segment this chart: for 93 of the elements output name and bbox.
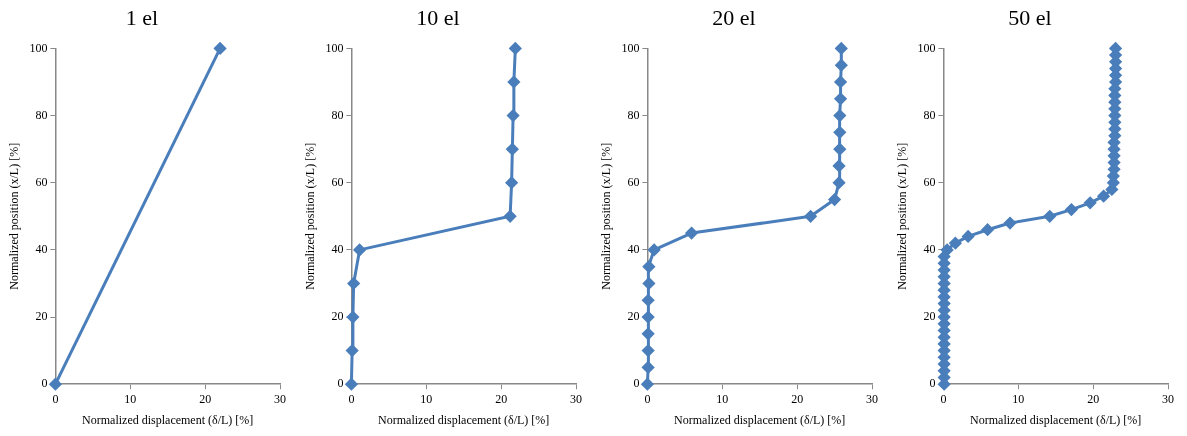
point [345,378,358,391]
x-tick-label: 10 [1012,391,1025,406]
y-tick-label: 60 [331,174,344,189]
y-tick-label: 80 [627,107,640,122]
y-tick-label: 80 [331,107,344,122]
point [834,75,847,88]
point [949,237,962,250]
point [981,223,994,236]
y-tick-label: 40 [331,242,344,257]
point [941,243,954,256]
chart-title: 50 el [1008,4,1052,30]
x-axis-title: Normalized displacement (δ/L) [%] [970,412,1142,427]
x-tick-label: 20 [791,391,804,406]
y-tick-label: 100 [621,40,640,55]
point [505,176,518,189]
x-tick-label: 10 [420,391,433,406]
y-tick-label: 40 [923,242,936,257]
y-tick-label: 60 [627,174,640,189]
point [642,260,655,273]
y-tick-label: 100 [325,40,344,55]
x-axis-title: Normalized displacement (δ/L) [%] [378,412,550,427]
point [1043,210,1056,223]
point [642,361,655,374]
point [642,277,655,290]
point [833,109,846,122]
point [833,159,846,172]
point [506,143,519,156]
x-tick-label: 20 [1087,391,1100,406]
point [346,344,359,357]
x-tick-label: 20 [495,391,508,406]
x-axis-title: Normalized displacement (δ/L) [%] [674,412,846,427]
point [641,378,654,391]
point [642,294,655,307]
x-tick-label: 30 [274,391,286,406]
y-tick-label: 0 [41,376,48,391]
point [642,327,655,340]
x-tick-label: 0 [644,391,651,406]
x-tick-label: 30 [866,391,878,406]
y-tick-label: 60 [923,174,936,189]
y-tick-label: 20 [923,309,936,324]
y-axis-title: Normalized position (x/L) [%] [7,142,22,290]
y-tick-label: 0 [633,376,640,391]
y-tick-label: 20 [627,309,640,324]
point [835,59,848,72]
point [833,176,846,189]
point [962,230,975,243]
y-tick-label: 20 [35,309,48,324]
y-tick-label: 40 [35,242,48,257]
y-axis-title: Normalized position (x/L) [%] [599,142,614,290]
x-tick-label: 0 [940,391,947,406]
point [833,143,846,156]
y-axis-title: Normalized position (x/L) [%] [303,142,318,290]
point [353,243,366,256]
point [509,42,522,55]
point [1004,217,1017,230]
point [507,109,520,122]
y-axis-title: Normalized position (x/L) [%] [895,142,910,290]
point [346,311,359,324]
y-tick-label: 0 [929,376,936,391]
point [504,210,517,223]
chart-title: 1 el [125,4,159,30]
y-tick-label: 80 [35,107,48,122]
x-tick-label: 20 [199,391,212,406]
y-tick-label: 0 [337,376,344,391]
point [685,227,698,240]
x-tick-label: 30 [570,391,582,406]
point [347,277,360,290]
point [507,75,520,88]
point [835,42,848,55]
point [828,193,841,206]
point [834,92,847,105]
y-tick-label: 20 [331,309,344,324]
point [642,344,655,357]
x-tick-label: 10 [124,391,137,406]
point [804,210,817,223]
y-tick-label: 60 [35,174,48,189]
x-tick-label: 30 [1162,391,1174,406]
y-tick-label: 100 [29,40,48,55]
point [1097,190,1110,203]
x-tick-label: 10 [716,391,729,406]
x-axis-title: Normalized displacement (δ/L) [%] [82,412,254,427]
point [648,243,661,256]
point [833,126,846,139]
x-tick-label: 0 [348,391,355,406]
point [1065,203,1078,216]
x-tick-label: 0 [52,391,59,406]
point [1084,196,1097,209]
y-tick-label: 40 [627,242,640,257]
y-tick-label: 80 [923,107,936,122]
chart-title: 10 el [416,4,460,30]
chart-title: 20 el [712,4,756,30]
point [642,311,655,324]
y-tick-label: 100 [917,40,936,55]
